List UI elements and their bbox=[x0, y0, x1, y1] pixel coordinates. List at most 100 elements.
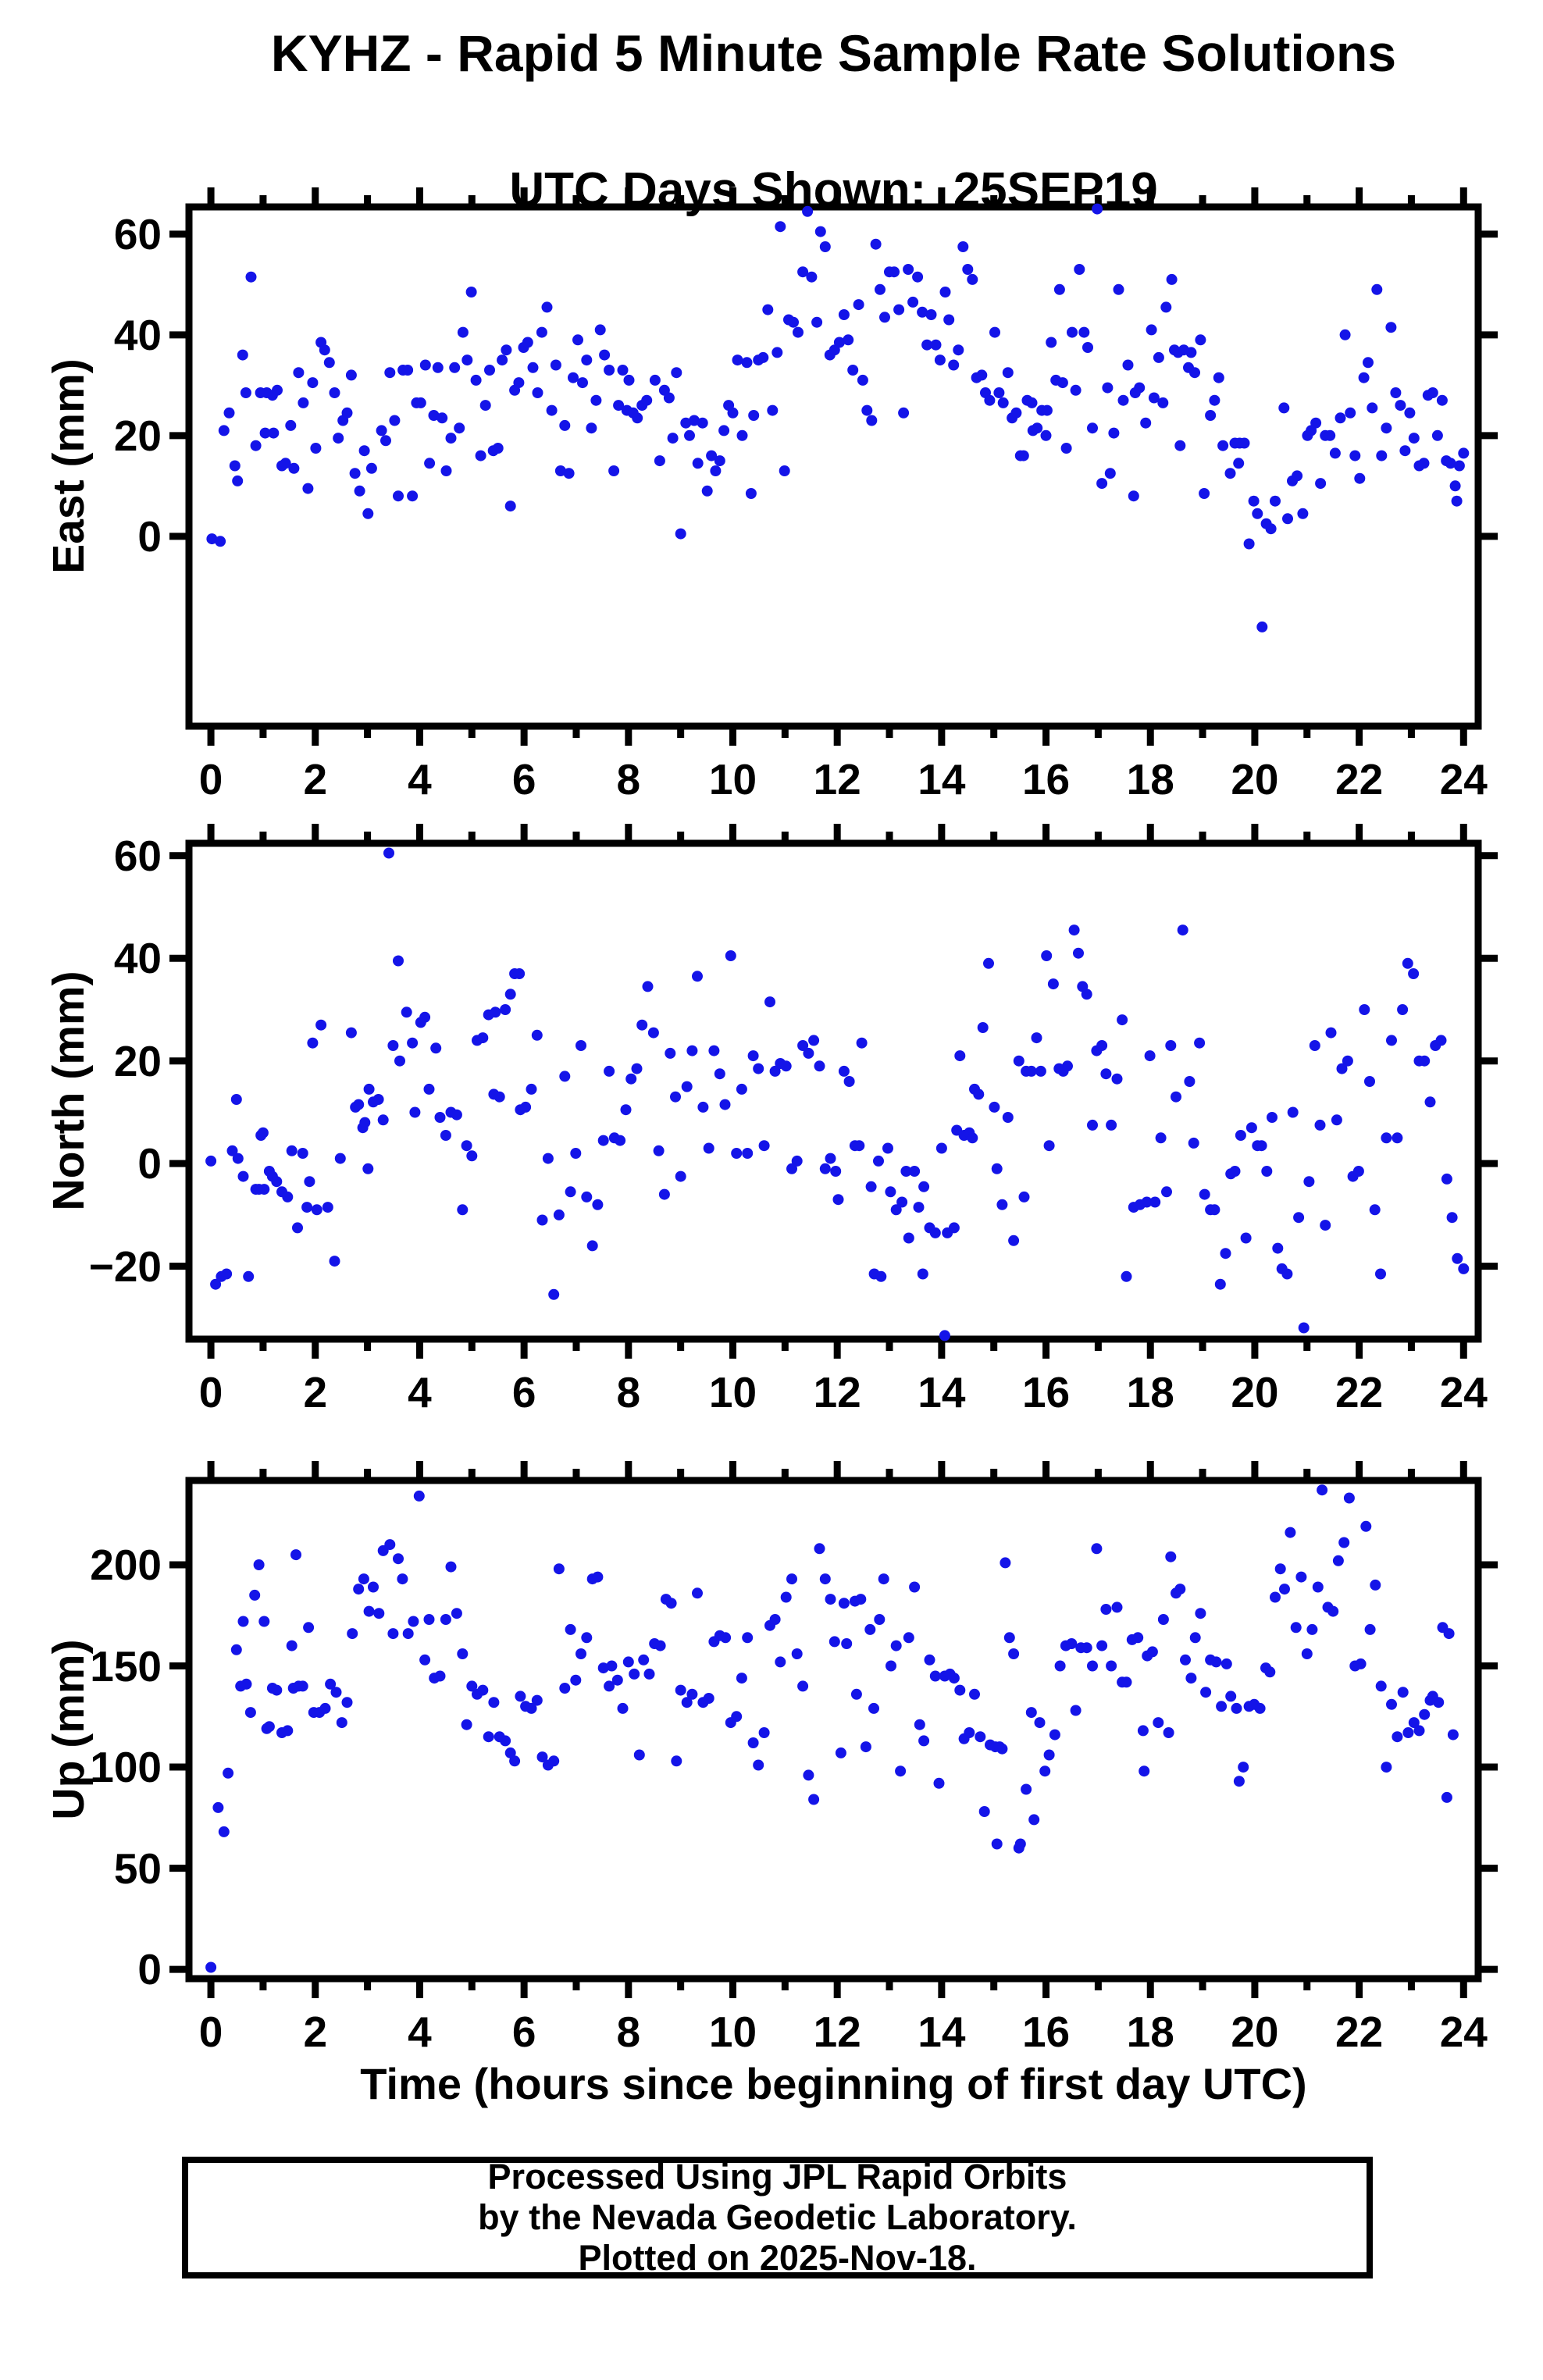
data-point bbox=[1096, 1640, 1108, 1651]
data-point bbox=[1139, 1765, 1150, 1777]
x-tick-label: 22 bbox=[1335, 1368, 1384, 1416]
x-tick-label: 6 bbox=[511, 1368, 536, 1416]
data-point bbox=[929, 1670, 941, 1682]
data-point bbox=[365, 462, 377, 474]
data-point bbox=[329, 1256, 340, 1267]
data-point bbox=[1282, 513, 1293, 525]
data-point bbox=[397, 1573, 408, 1585]
data-point bbox=[1021, 1783, 1032, 1795]
data-point bbox=[835, 1747, 846, 1758]
data-point bbox=[563, 468, 575, 479]
data-point bbox=[1096, 478, 1108, 490]
data-point bbox=[315, 1019, 327, 1031]
data-point bbox=[226, 1145, 238, 1156]
data-point bbox=[1314, 1119, 1326, 1131]
data-point bbox=[536, 1751, 548, 1763]
data-point bbox=[903, 1632, 914, 1644]
data-point bbox=[791, 1648, 803, 1659]
data-point bbox=[1402, 957, 1413, 969]
data-point bbox=[954, 1050, 966, 1062]
data-point bbox=[1177, 925, 1188, 936]
x-tick-label: 18 bbox=[1126, 1368, 1174, 1416]
data-point bbox=[1256, 1140, 1267, 1152]
data-point bbox=[1224, 468, 1236, 479]
data-point bbox=[665, 1598, 677, 1609]
data-point bbox=[358, 445, 370, 457]
data-point bbox=[663, 392, 675, 404]
data-point bbox=[976, 369, 988, 381]
data-point bbox=[1163, 1727, 1174, 1738]
data-point bbox=[1235, 1130, 1246, 1141]
x-tick-label: 12 bbox=[813, 755, 861, 803]
data-point bbox=[780, 1591, 792, 1603]
data-point bbox=[504, 989, 516, 1000]
data-point bbox=[1087, 1119, 1098, 1131]
data-point bbox=[253, 1559, 265, 1570]
data-point bbox=[380, 435, 391, 447]
data-point bbox=[623, 374, 635, 386]
data-point bbox=[402, 365, 414, 376]
data-point bbox=[1303, 1176, 1315, 1188]
data-point bbox=[353, 1584, 365, 1595]
data-point bbox=[1060, 443, 1072, 454]
data-point bbox=[929, 1227, 941, 1238]
data-point bbox=[1390, 387, 1402, 398]
data-point bbox=[1180, 1654, 1191, 1666]
data-point bbox=[440, 465, 452, 476]
y-tick-label: 0 bbox=[137, 1945, 162, 1994]
data-point bbox=[1436, 394, 1448, 406]
data-point bbox=[423, 1614, 435, 1625]
data-point bbox=[843, 1076, 855, 1087]
data-point bbox=[1149, 1196, 1161, 1208]
data-point bbox=[504, 501, 516, 512]
data-point bbox=[559, 1683, 571, 1694]
data-point bbox=[1221, 1658, 1232, 1669]
data-point bbox=[1157, 397, 1169, 408]
data-point bbox=[890, 1640, 902, 1651]
x-tick-label: 12 bbox=[813, 2008, 861, 2056]
data-point bbox=[1121, 1676, 1132, 1688]
data-point bbox=[434, 1670, 446, 1682]
data-point bbox=[1295, 1571, 1307, 1583]
data-point bbox=[333, 433, 344, 444]
data-point bbox=[996, 1743, 1008, 1755]
data-point bbox=[890, 1204, 902, 1216]
data-point bbox=[1002, 367, 1014, 379]
data-point bbox=[703, 1142, 714, 1154]
data-point bbox=[286, 1145, 298, 1156]
y-tick-label: 60 bbox=[113, 209, 162, 258]
data-point bbox=[494, 1091, 505, 1103]
x-tick-label: 20 bbox=[1231, 755, 1279, 803]
data-point bbox=[1445, 458, 1456, 469]
data-point bbox=[775, 1656, 786, 1668]
data-point bbox=[377, 1114, 389, 1126]
scatter-panel-east bbox=[169, 187, 1498, 746]
data-point bbox=[1441, 1173, 1452, 1185]
data-point bbox=[490, 1007, 501, 1018]
data-point bbox=[1032, 422, 1043, 434]
data-point bbox=[671, 367, 682, 379]
data-point bbox=[975, 1731, 986, 1743]
data-point bbox=[384, 1539, 396, 1551]
data-point bbox=[1335, 412, 1346, 424]
data-point bbox=[1360, 1520, 1372, 1532]
data-point bbox=[241, 1678, 252, 1690]
data-point bbox=[1443, 1628, 1455, 1640]
panel-frame bbox=[185, 1477, 1482, 1983]
data-point bbox=[1329, 447, 1341, 459]
data-point bbox=[1100, 1604, 1112, 1615]
data-point bbox=[681, 1081, 693, 1092]
data-point bbox=[1062, 1060, 1073, 1072]
data-point bbox=[706, 450, 718, 461]
data-point bbox=[692, 971, 703, 982]
x-tick-label: 24 bbox=[1439, 755, 1488, 803]
data-point bbox=[1013, 1055, 1025, 1067]
data-point bbox=[347, 1628, 358, 1640]
x-tick-label: 16 bbox=[1021, 1368, 1071, 1416]
data-point bbox=[592, 1571, 604, 1583]
data-point bbox=[1194, 1037, 1206, 1049]
data-point bbox=[223, 407, 235, 419]
data-point bbox=[1174, 1584, 1186, 1595]
data-point bbox=[285, 419, 297, 431]
data-point bbox=[1106, 1119, 1117, 1131]
